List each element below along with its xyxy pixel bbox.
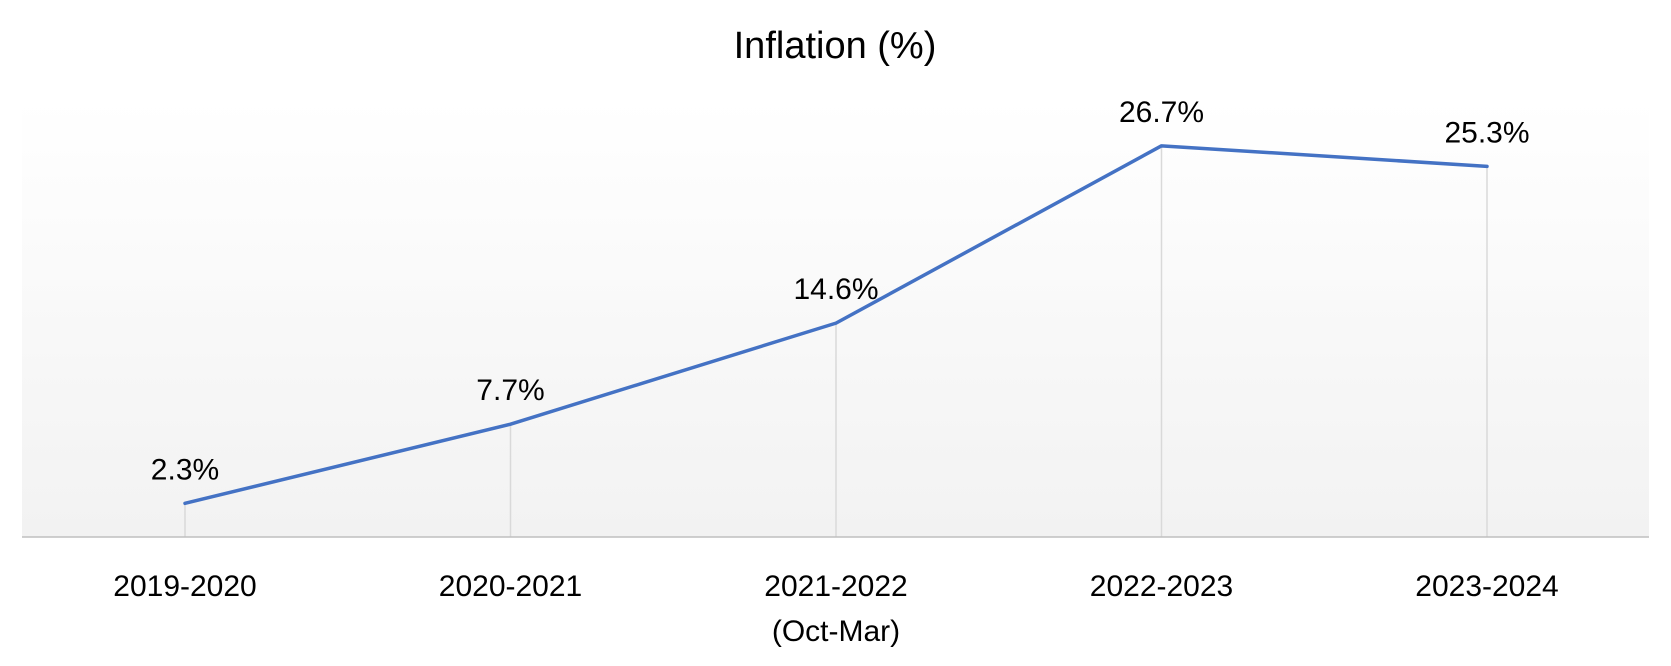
x-tick-label: 2022-2023 — [1090, 570, 1233, 603]
data-label: 26.7% — [1119, 96, 1204, 129]
data-label: 2.3% — [151, 453, 219, 486]
series-line-inflation — [183, 144, 1489, 506]
x-axis-tick-labels: 2019-2020 2020-2021 2021-2022 (Oct-Mar) 2022… — [113, 570, 1558, 648]
data-label: 25.3% — [1444, 116, 1529, 149]
data-labels: 2.3% 7.7% 14.6% 26.7% 25.3% — [151, 96, 1530, 486]
x-tick-label: 2019-2020 — [113, 570, 256, 603]
x-tick-label: 2021-2022 (Oct-Mar) — [764, 570, 907, 648]
data-label: 14.6% — [793, 273, 878, 306]
data-label: 7.7% — [476, 374, 544, 407]
chart-title: Inflation (%) — [734, 25, 937, 67]
drop-lines — [184, 145, 1488, 537]
x-tick-label: 2023-2024 — [1415, 570, 1558, 603]
x-tick-label: 2020-2021 — [439, 570, 582, 603]
